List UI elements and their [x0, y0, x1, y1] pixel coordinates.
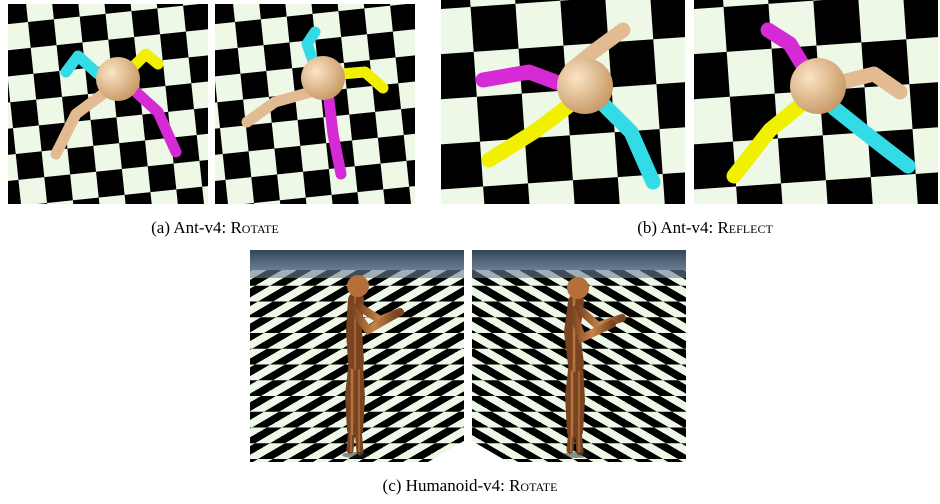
- caption-a-transform: Rotate: [230, 218, 279, 237]
- ant-rotate-transformed-image: [215, 4, 415, 204]
- caption-a: (a) Ant-v4: Rotate: [110, 218, 320, 238]
- caption-c-transform: Rotate: [509, 476, 558, 495]
- caption-a-label: (a): [151, 218, 171, 237]
- caption-c: (c) Humanoid-v4: Rotate: [330, 476, 610, 496]
- caption-b-transform: Reflect: [717, 218, 773, 237]
- caption-c-env: Humanoid-v4:: [405, 476, 505, 495]
- caption-b: (b) Ant-v4: Reflect: [585, 218, 825, 238]
- caption-b-label: (b): [637, 218, 658, 237]
- ant-reflect-original-image: [441, 0, 685, 204]
- ant-rotate-original-image: [8, 4, 208, 204]
- caption-a-env: Ant-v4:: [173, 218, 227, 237]
- humanoid-rotate-transformed-image: [472, 250, 686, 462]
- humanoid-rotate-original-image: [250, 250, 464, 462]
- caption-b-env: Ant-v4:: [660, 218, 714, 237]
- ant-reflect-transformed-image: [694, 0, 938, 204]
- caption-c-label: (c): [382, 476, 402, 495]
